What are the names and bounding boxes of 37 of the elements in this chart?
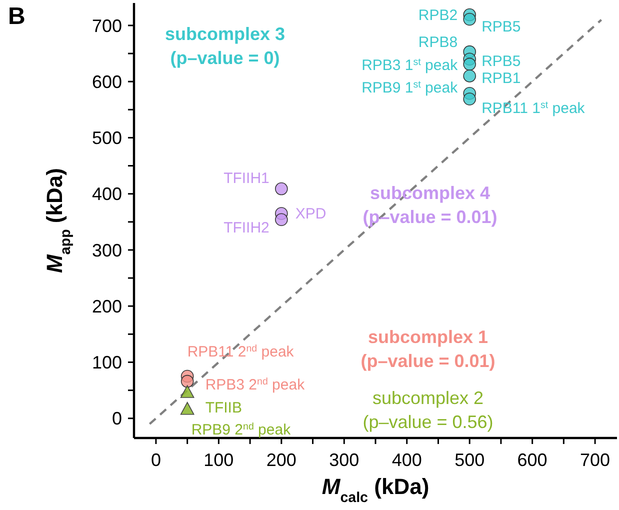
y-tick-label: 300	[92, 240, 122, 260]
y-tick-label: 700	[92, 16, 122, 36]
annotation: RPB11 2$^{nd}$ peak	[187, 342, 294, 360]
annotation: RPB1	[482, 70, 521, 87]
annotation: TFIIH2	[224, 220, 270, 237]
annotation: subcomplex 2 (p–value = 0.56)	[362, 388, 494, 432]
annotation: RPB9 1$^{st}$ peak	[362, 78, 458, 96]
y-tick-label: 600	[92, 72, 122, 92]
x-tick-label: 700	[580, 450, 610, 470]
y-tick-label: 100	[92, 352, 122, 373]
annotation: subcomplex 3 (p–value = 0)	[164, 24, 286, 68]
annotation: XPD	[295, 205, 326, 222]
annotation: TFIIB	[205, 400, 242, 417]
y-tick-label: 0	[112, 408, 122, 429]
x-tick-label: 600	[517, 450, 548, 470]
y-tick-label: 400	[92, 184, 122, 204]
annotation: RPB9 2$^{nd}$ peak	[191, 420, 292, 438]
annotation: subcomplex 4 (p–value = 0.01)	[362, 183, 498, 227]
annotation: RPB11 1$^{st}$ peak	[482, 99, 586, 117]
x-tick-label: 0	[150, 450, 161, 470]
annotation: RPB3 2$^{nd}$ peak	[205, 376, 306, 394]
y-tick-label: 500	[92, 128, 122, 148]
x-tick-label: 200	[266, 450, 296, 470]
annotation: TFIIH1	[224, 170, 270, 187]
annotation: RPB5	[482, 18, 521, 36]
annotation: RPB2	[418, 6, 458, 24]
x-tick-label: 100	[204, 450, 234, 470]
x-tick-label: 300	[329, 450, 360, 470]
x-tick-label: 500	[454, 450, 485, 470]
annotation: subcomplex 1 (p–value = 0.01)	[360, 327, 496, 371]
annotation: RPB8	[418, 34, 458, 51]
y-tick-label: 200	[92, 296, 122, 316]
annotation: RPB3 1$^{st}$ peak	[362, 56, 458, 74]
x-axis-title: M$_{calc}$ (kDa)	[322, 474, 430, 506]
chart-title: B	[8, 3, 26, 30]
annotation: RPB5	[482, 53, 521, 70]
x-tick-label: 400	[392, 450, 422, 470]
